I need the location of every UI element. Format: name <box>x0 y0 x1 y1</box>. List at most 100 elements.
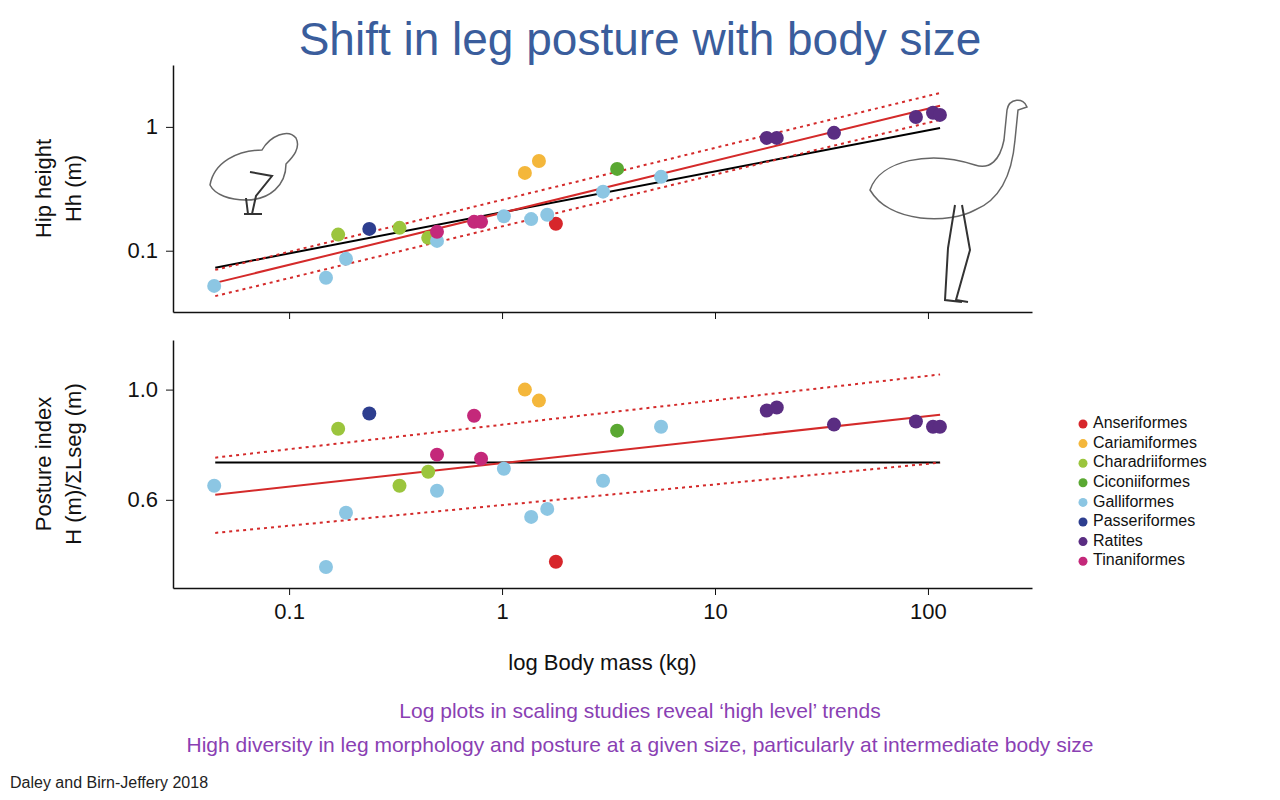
slide-title: Shift in leg posture with body size <box>299 13 982 65</box>
y-axis-line <box>173 66 175 313</box>
x-tick <box>289 312 290 319</box>
data-point <box>549 555 563 569</box>
trend-line <box>215 93 940 270</box>
data-point <box>933 420 947 434</box>
legend-label: Tinaniformes <box>1093 551 1185 568</box>
legend-label: Ciconiiformes <box>1093 473 1190 490</box>
trend-line <box>215 415 940 495</box>
data-point <box>393 479 407 493</box>
legend-swatch <box>1079 420 1088 429</box>
quail-silhouette <box>210 134 298 200</box>
panel: 0.11Hip heightHh (m) <box>31 66 1033 320</box>
data-point <box>430 484 444 498</box>
y-tick: 1 <box>146 114 173 139</box>
x-tick-mark <box>502 312 503 319</box>
trend-line <box>215 106 940 283</box>
y-tick: 1.0 <box>127 377 173 402</box>
data-point <box>207 479 221 493</box>
y-axis-title: Hip height <box>31 139 56 238</box>
data-point <box>339 506 353 520</box>
panel: 0.11101000.61.0Posture indexH (m)/ΣLseg … <box>31 341 1207 676</box>
data-point <box>430 448 444 462</box>
x-tick <box>928 312 929 319</box>
data-point <box>319 271 333 285</box>
y-tick-mark <box>166 500 173 501</box>
y-tick: 0.6 <box>127 487 173 512</box>
caption: High diversity in leg morphology and pos… <box>187 733 1094 756</box>
x-tick <box>715 312 716 319</box>
legend-label: Anseriformes <box>1093 414 1187 431</box>
plot-marks <box>207 93 947 296</box>
silhouettes <box>210 100 1027 302</box>
y-tick: 0.1 <box>127 238 173 263</box>
data-point <box>532 154 546 168</box>
x-tick-label: 0.1 <box>274 599 305 624</box>
data-point <box>497 462 511 476</box>
data-point <box>532 394 546 408</box>
data-point <box>430 225 444 239</box>
data-point <box>393 221 407 235</box>
data-point <box>524 212 538 226</box>
y-axis-title: Hh (m) <box>61 155 86 222</box>
data-point <box>827 418 841 432</box>
legend-label: Charadriiformes <box>1093 453 1207 470</box>
caption: Log plots in scaling studies reveal ‘hig… <box>399 699 880 722</box>
x-tick-label: 100 <box>910 599 947 624</box>
x-tick-mark <box>715 312 716 319</box>
data-point <box>524 510 538 524</box>
x-tick-mark <box>289 312 290 319</box>
plot-marks <box>207 374 947 574</box>
y-axis-title: H (m)/ΣLseg (m) <box>61 383 86 545</box>
legend-swatch <box>1079 478 1088 487</box>
data-point <box>770 131 784 145</box>
data-point <box>654 170 668 184</box>
x-axis <box>174 312 1033 319</box>
data-point <box>654 420 668 434</box>
legend-swatch <box>1079 537 1088 546</box>
x-tick: 1 <box>496 588 508 624</box>
data-point <box>319 560 333 574</box>
legend-swatch <box>1079 439 1088 448</box>
data-point <box>467 409 481 423</box>
y-axis: 0.11 <box>127 66 173 313</box>
legend-label: Cariamiformes <box>1093 434 1197 451</box>
quail-leg <box>244 172 272 214</box>
x-tick: 10 <box>703 588 727 624</box>
trend-line <box>215 374 940 457</box>
y-tick-mark <box>166 390 173 391</box>
y-tick-label: 1 <box>146 114 158 139</box>
y-tick-mark <box>166 127 173 128</box>
legend-swatch <box>1079 557 1088 566</box>
data-point <box>610 162 624 176</box>
ostrich-leg <box>945 205 970 302</box>
y-axis-line <box>173 341 175 589</box>
data-point <box>362 407 376 421</box>
data-point <box>518 383 532 397</box>
trend-line <box>215 120 940 296</box>
data-point <box>362 222 376 236</box>
x-axis: 0.1 1 10 100 <box>174 588 1033 624</box>
x-axis-line <box>174 312 1033 314</box>
legend-swatch <box>1079 498 1088 507</box>
data-point <box>518 166 532 180</box>
data-point <box>497 209 511 223</box>
data-point <box>909 415 923 429</box>
x-tick: 100 <box>910 588 947 624</box>
y-tick-label: 1.0 <box>127 377 158 402</box>
x-axis-title: log Body mass (kg) <box>508 650 696 675</box>
data-point <box>770 401 784 415</box>
x-tick-mark <box>289 588 290 595</box>
data-point <box>827 126 841 140</box>
legend-label: Galliformes <box>1093 493 1174 510</box>
legend-swatch <box>1079 459 1088 468</box>
x-tick <box>502 312 503 319</box>
y-tick-mark <box>166 251 173 252</box>
data-point <box>540 208 554 222</box>
data-point <box>207 279 221 293</box>
data-point <box>596 185 610 199</box>
trend-line <box>215 463 940 533</box>
data-point <box>421 465 435 479</box>
legend-swatch <box>1079 518 1088 527</box>
legend: Anseriformes Cariamiformes Charadriiformes… <box>1079 414 1207 568</box>
slide: Shift in leg posture with body size0.11H… <box>0 0 1280 800</box>
